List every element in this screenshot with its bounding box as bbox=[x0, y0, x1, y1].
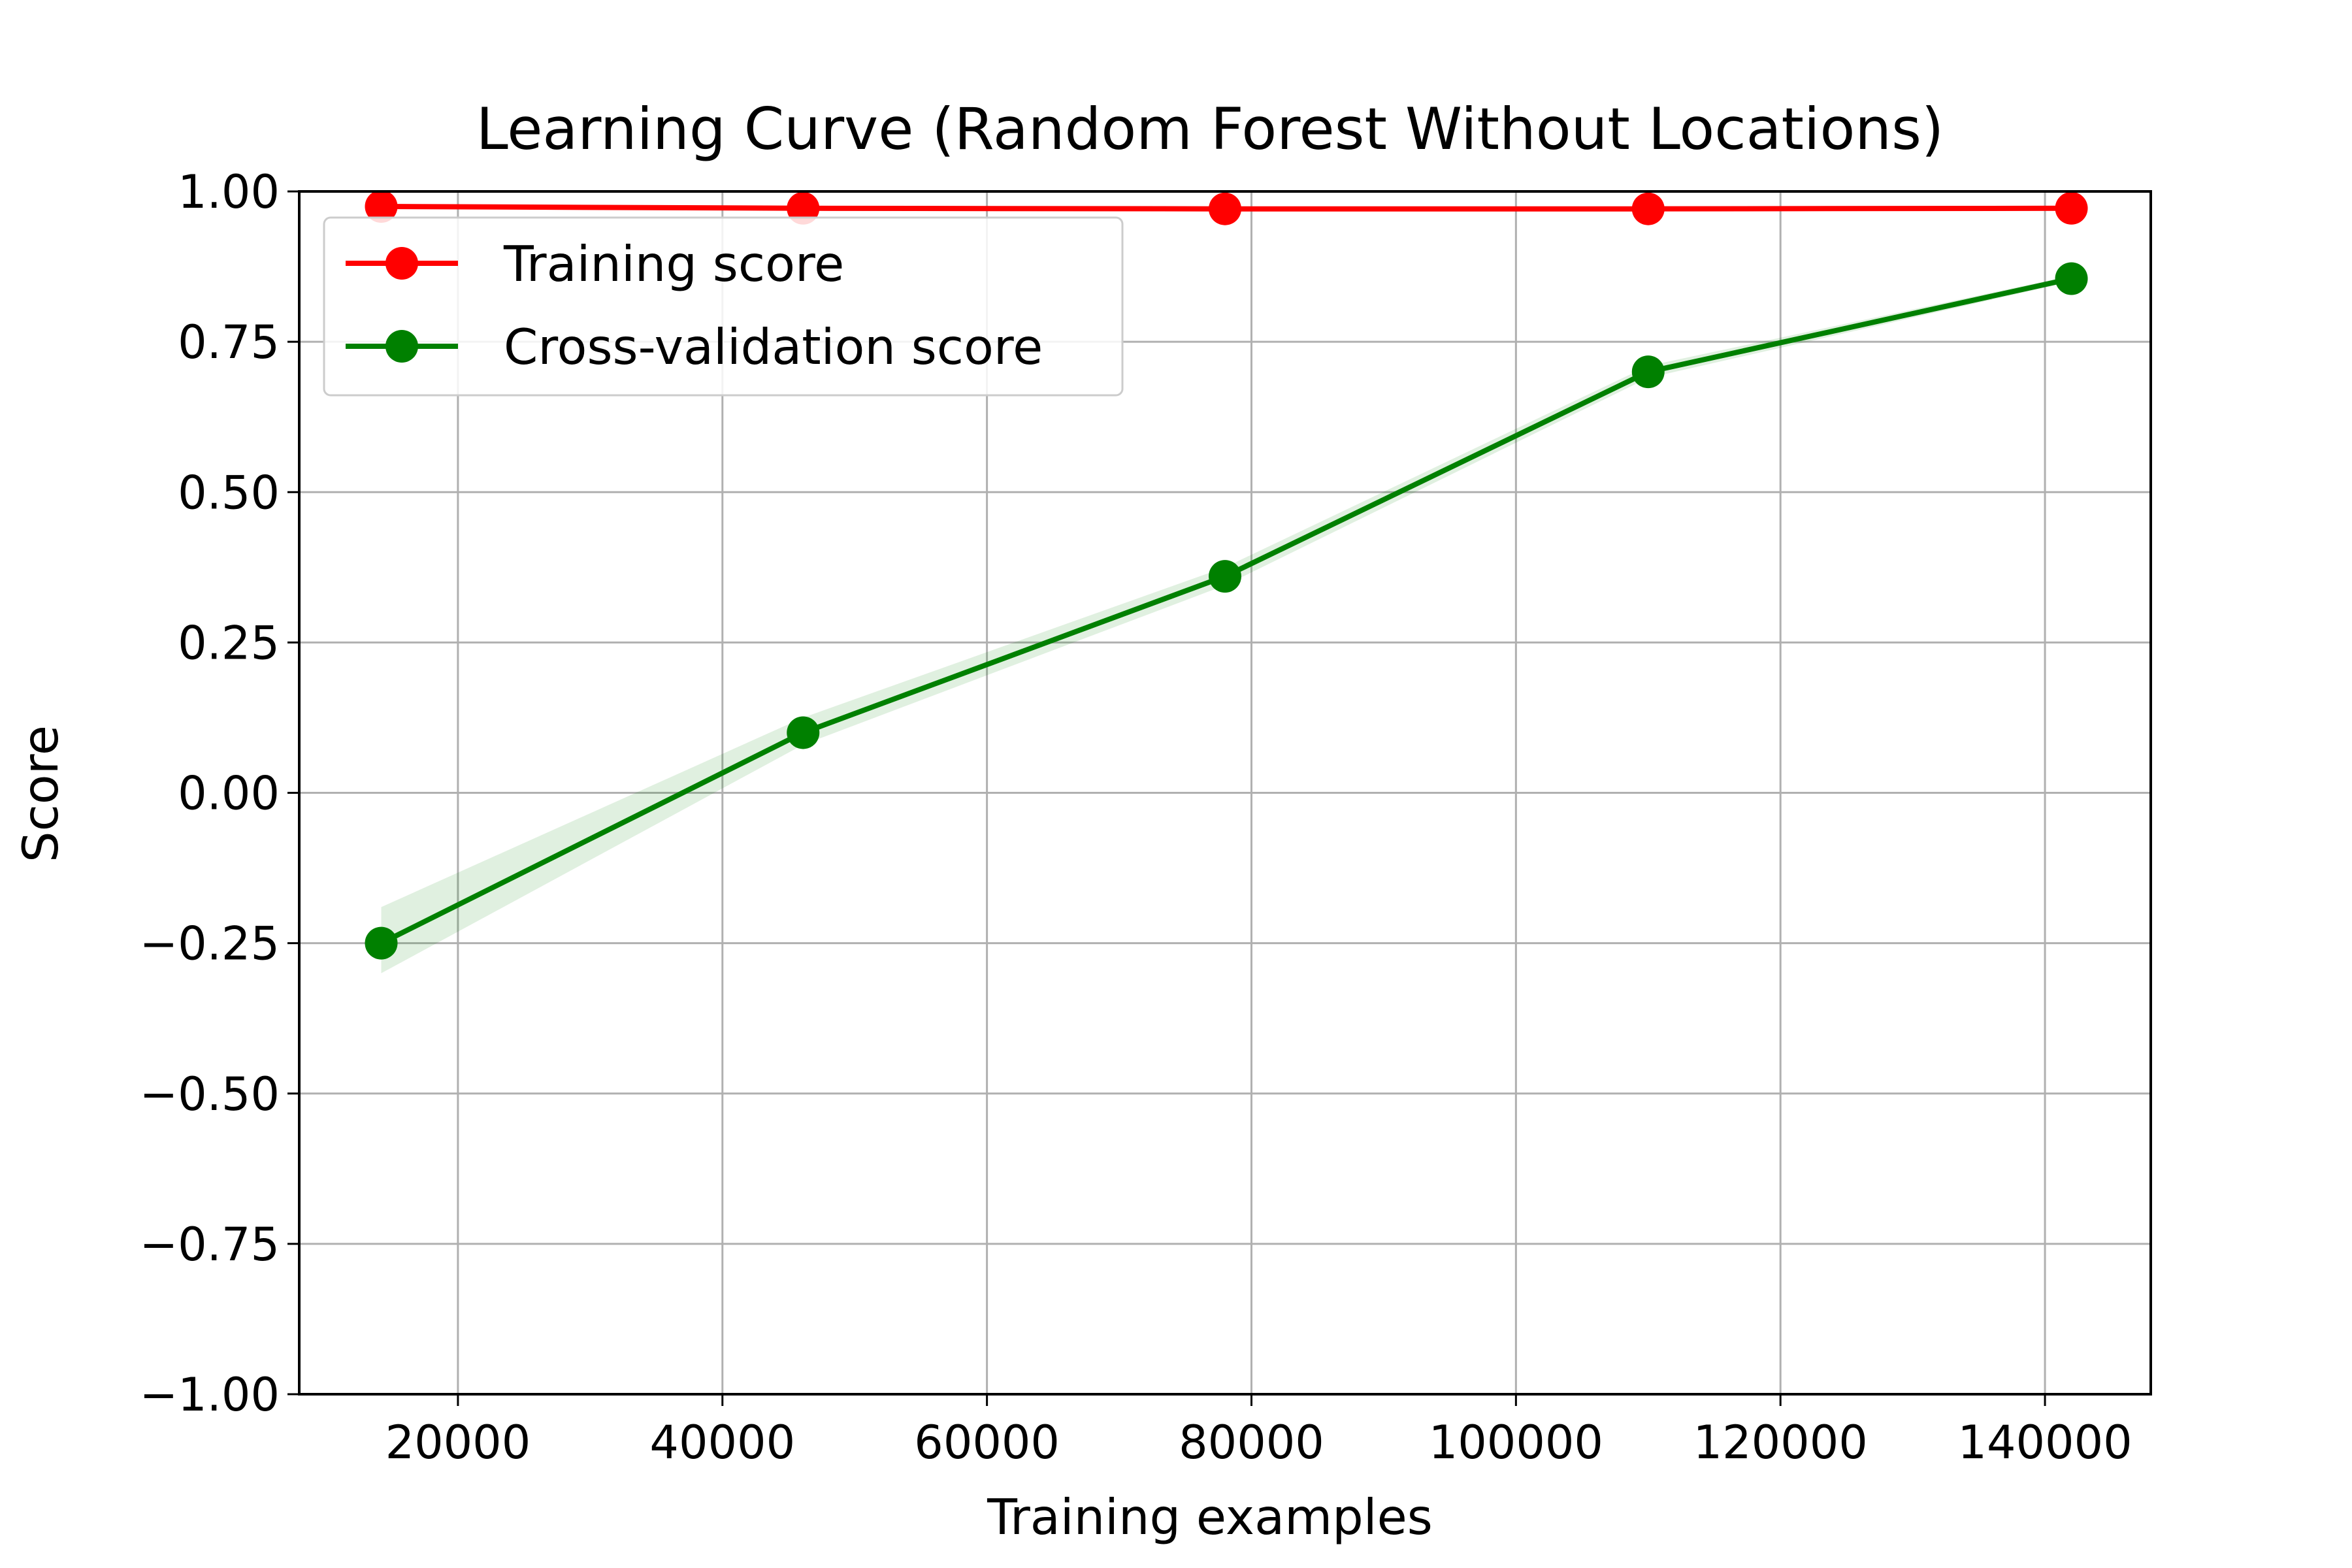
data-point bbox=[2055, 262, 2088, 295]
y-tick-label: −0.25 bbox=[139, 917, 280, 971]
data-point bbox=[365, 190, 398, 223]
data-point bbox=[1631, 355, 1665, 389]
data-point bbox=[787, 716, 820, 749]
legend-label: Training score bbox=[503, 235, 844, 293]
x-axis-label: Training examples bbox=[987, 1488, 1433, 1546]
legend-swatch-marker bbox=[385, 247, 418, 280]
x-tick-label: 60000 bbox=[914, 1416, 1060, 1469]
y-tick-label: −0.75 bbox=[139, 1218, 280, 1271]
data-point bbox=[1209, 560, 1241, 593]
x-tick-label: 120000 bbox=[1693, 1416, 1868, 1469]
chart-title: Learning Curve (Random Forest Without Lo… bbox=[476, 95, 1944, 163]
legend-box bbox=[323, 216, 1124, 397]
y-tick-label: 0.50 bbox=[178, 466, 280, 519]
data-point bbox=[2055, 191, 2088, 225]
data-point bbox=[365, 926, 398, 960]
series-markers bbox=[365, 190, 2088, 960]
legend-label: Cross-validation score bbox=[504, 318, 1043, 376]
y-tick-label: 0.00 bbox=[178, 767, 280, 821]
y-tick-label: 0.25 bbox=[178, 616, 280, 670]
x-tick-label: 140000 bbox=[1957, 1416, 2132, 1469]
legend: Training score Cross-validation score bbox=[323, 216, 1124, 397]
y-tick-label: −1.00 bbox=[139, 1368, 280, 1422]
legend-swatch-marker bbox=[385, 330, 418, 363]
x-tick-label: 80000 bbox=[1179, 1416, 1324, 1469]
y-tick-label: 0.75 bbox=[178, 316, 280, 369]
x-tick-label: 100000 bbox=[1429, 1416, 1603, 1469]
y-tick-label: 1.00 bbox=[178, 165, 280, 219]
data-point bbox=[787, 191, 820, 225]
y-tick-label: −0.50 bbox=[139, 1068, 280, 1121]
data-point bbox=[1209, 192, 1241, 225]
axis-ticks: 20000 40000 60000 80000 100000 120000 140000 1.… bbox=[139, 165, 2132, 1469]
x-tick-label: 20000 bbox=[385, 1416, 531, 1469]
y-axis-label: Score bbox=[12, 725, 69, 862]
data-point bbox=[1631, 192, 1665, 225]
x-tick-label: 40000 bbox=[649, 1416, 795, 1469]
